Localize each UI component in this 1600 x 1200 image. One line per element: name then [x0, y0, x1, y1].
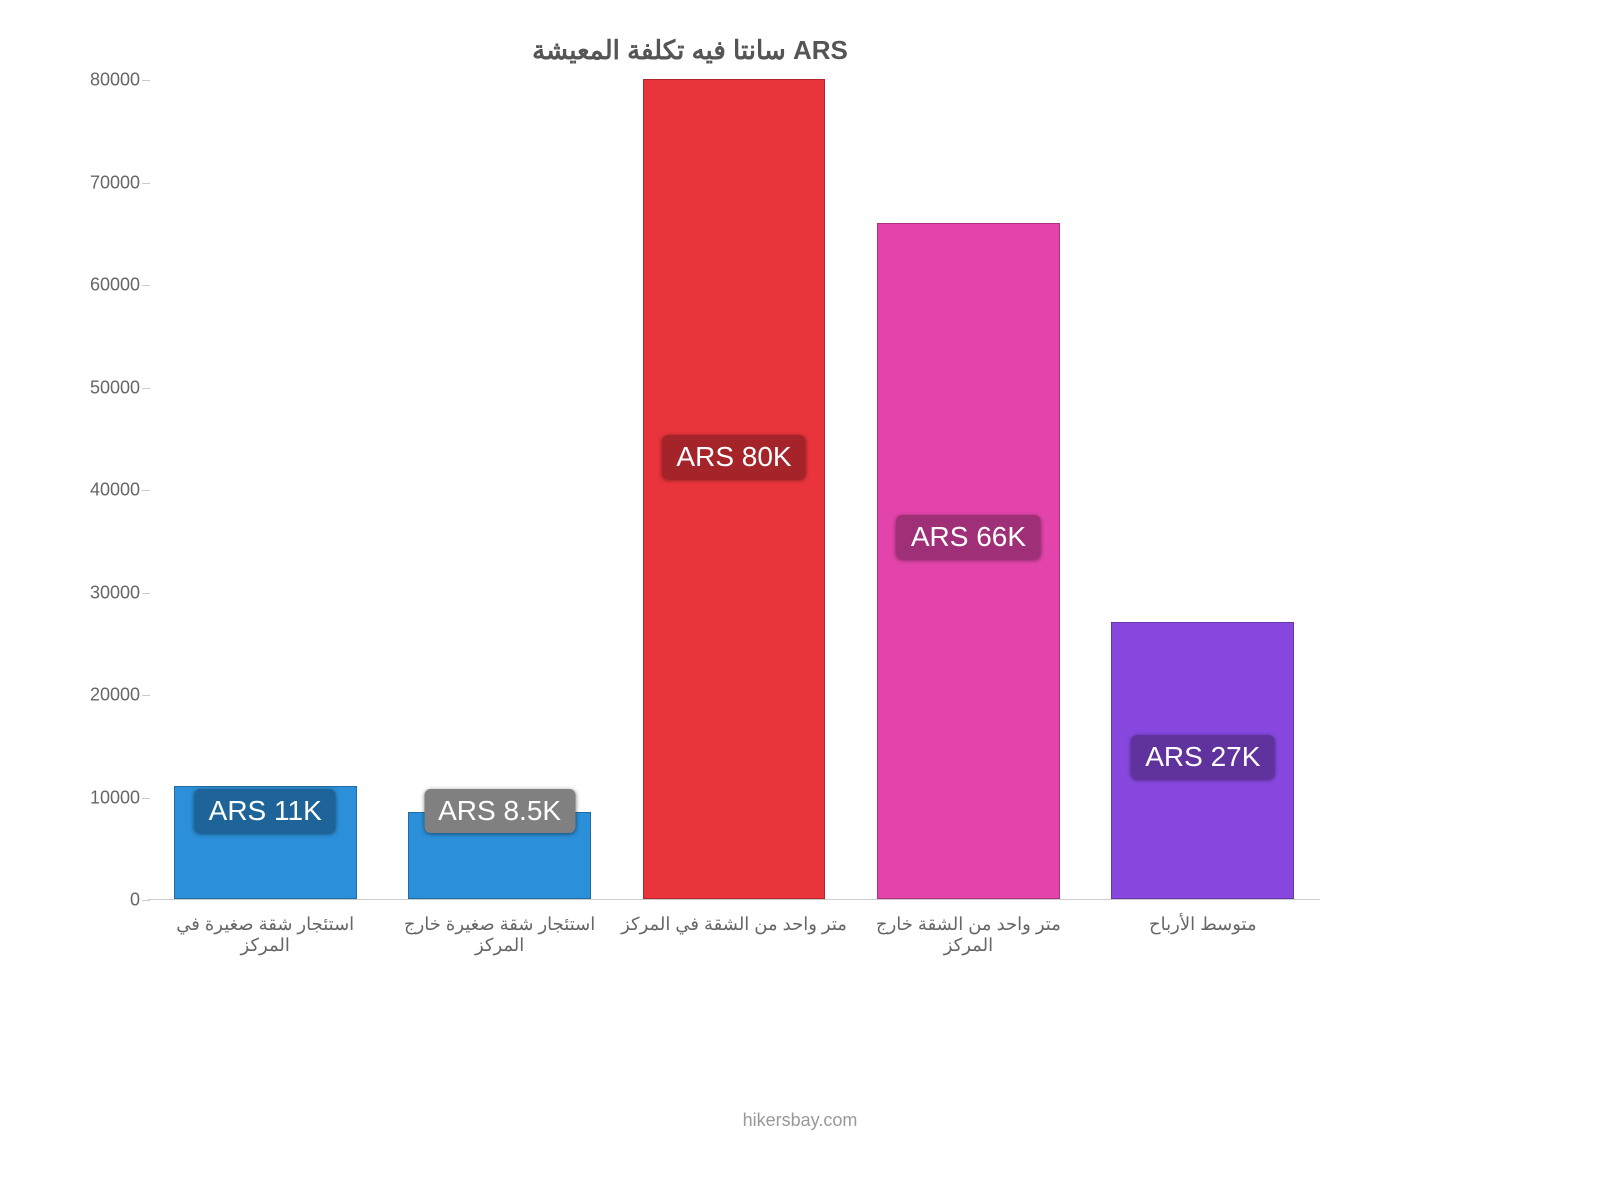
y-tick-label: 0 — [130, 890, 140, 911]
y-tick-label: 80000 — [90, 70, 140, 91]
y-tick-label: 10000 — [90, 787, 140, 808]
bar-slot: ARS 80K — [617, 80, 851, 899]
bars-row: ARS 11K ARS 8.5K ARS 80K ARS 66K ARS 27K — [148, 80, 1320, 899]
value-badge: ARS 11K — [195, 789, 336, 833]
plot-area: ARS 11K ARS 8.5K ARS 80K ARS 66K ARS 27K — [148, 80, 1320, 900]
x-axis-label: استئجار شقة صغيرة في المركز — [148, 900, 382, 956]
chart-title: سانتا فيه تكلفة المعيشة ARS — [60, 20, 1320, 80]
y-tick-label: 50000 — [90, 377, 140, 398]
bar-slot: ARS 11K — [148, 80, 382, 899]
bar-slot: ARS 27K — [1086, 80, 1320, 899]
y-tick-label: 20000 — [90, 685, 140, 706]
x-axis-label: متر واحد من الشقة خارج المركز — [851, 900, 1085, 956]
value-badge: ARS 27K — [1131, 735, 1274, 779]
cost-of-living-chart: سانتا فيه تكلفة المعيشة ARS 0 10000 20000 3… — [60, 20, 1320, 970]
x-axis-label: متر واحد من الشقة في المركز — [617, 900, 851, 956]
x-axis-label: متوسط الأرباح — [1086, 900, 1320, 956]
y-tick-label: 40000 — [90, 480, 140, 501]
bar-slot: ARS 66K — [851, 80, 1085, 899]
x-axis-labels: استئجار شقة صغيرة في المركزاستئجار شقة ص… — [148, 900, 1320, 956]
value-badge: ARS 66K — [897, 515, 1040, 559]
y-axis: 0100002000030000400005000060000700008000… — [60, 80, 148, 900]
bar — [877, 223, 1060, 900]
bar — [643, 79, 826, 899]
attribution-footer: hikersbay.com — [0, 1110, 1600, 1131]
bar-slot: ARS 8.5K — [382, 80, 616, 899]
y-tick-label: 70000 — [90, 172, 140, 193]
y-tick-label: 60000 — [90, 275, 140, 296]
value-badge: ARS 80K — [662, 435, 805, 479]
x-axis-label: استئجار شقة صغيرة خارج المركز — [382, 900, 616, 956]
value-badge: ARS 8.5K — [424, 789, 575, 833]
y-tick-label: 30000 — [90, 582, 140, 603]
plot-region: 0100002000030000400005000060000700008000… — [60, 80, 1320, 900]
